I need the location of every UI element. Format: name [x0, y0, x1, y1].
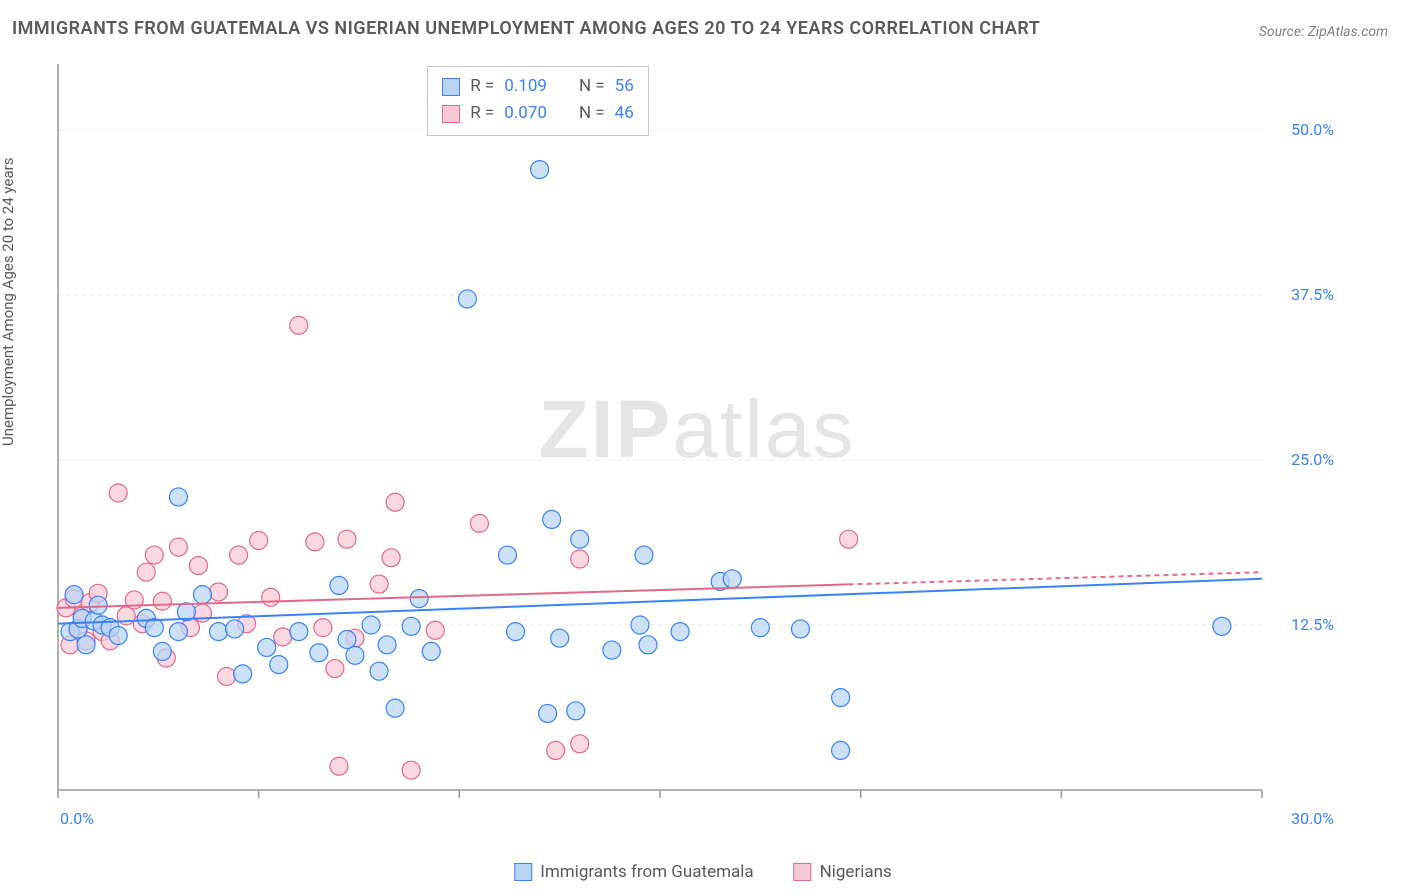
chart-svg: 12.5% 25.0% 37.5% 50.0% 0.0% 30.0%: [52, 60, 1342, 830]
y-axis-label: Unemployment Among Ages 20 to 24 years: [0, 158, 17, 446]
r-label: R =: [470, 73, 494, 100]
legend-swatch-2: [794, 863, 812, 881]
legend-item-2: Nigerians: [794, 862, 892, 882]
svg-text:37.5%: 37.5%: [1291, 285, 1334, 304]
chart-title: IMMIGRANTS FROM GUATEMALA VS NIGERIAN UN…: [12, 18, 1040, 39]
n-value: 56: [615, 73, 634, 100]
chart-container: IMMIGRANTS FROM GUATEMALA VS NIGERIAN UN…: [0, 0, 1406, 892]
correlation-legend-box: R = 0.109 N = 56 R = 0.070 N = 46: [427, 66, 649, 136]
plot-area: 12.5%25.0%37.5%50.0%0.0%30.0% ZIPatlas R…: [52, 60, 1342, 830]
n-label: N =: [579, 100, 605, 127]
stat-swatch: [442, 105, 460, 123]
stat-swatch: [442, 78, 460, 96]
stat-row: R = 0.109 N = 56: [442, 73, 634, 100]
stat-row: R = 0.070 N = 46: [442, 100, 634, 127]
r-label: R =: [470, 100, 494, 127]
r-value: 0.109: [504, 73, 547, 100]
svg-text:50.0%: 50.0%: [1291, 120, 1334, 139]
legend-label-1: Immigrants from Guatemala: [540, 862, 753, 882]
source-label: Source: ZipAtlas.com: [1259, 24, 1388, 40]
legend-swatch-1: [514, 863, 532, 881]
r-value: 0.070: [504, 100, 547, 127]
n-label: N =: [579, 73, 605, 100]
svg-text:30.0%: 30.0%: [1291, 809, 1334, 828]
n-value: 46: [615, 100, 634, 127]
bottom-legend: Immigrants from Guatemala Nigerians: [514, 862, 892, 882]
svg-text:25.0%: 25.0%: [1291, 450, 1334, 469]
svg-text:0.0%: 0.0%: [60, 809, 94, 828]
legend-item-1: Immigrants from Guatemala: [514, 862, 753, 882]
svg-text:12.5%: 12.5%: [1291, 615, 1334, 634]
legend-label-2: Nigerians: [820, 862, 892, 882]
